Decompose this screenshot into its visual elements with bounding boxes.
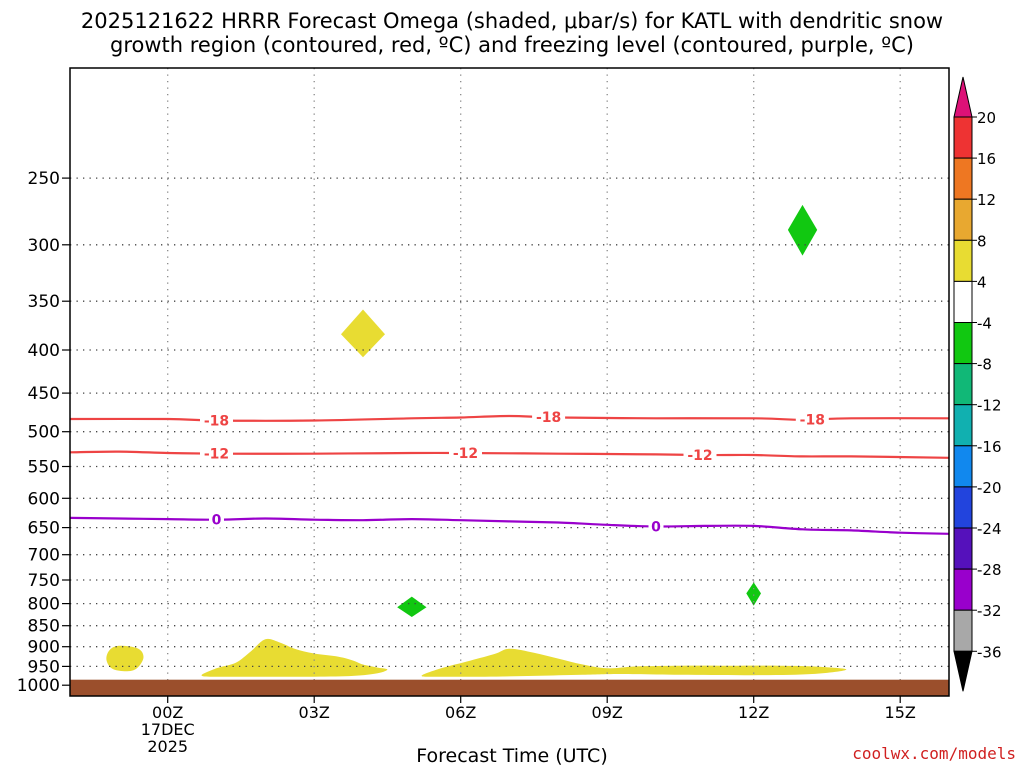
contour-label-bg <box>449 445 482 461</box>
colorbar-top-arrow <box>953 76 973 118</box>
colorbar-swatch-2 <box>953 198 973 241</box>
colorbar-bottom-arrow <box>953 650 973 692</box>
y-tick-label-650: 650 <box>28 519 60 539</box>
omega-neg-4-8-a <box>787 204 818 256</box>
contour-label-dgz-minus12-2: -12 <box>687 448 712 464</box>
contour-label-bg <box>209 511 224 528</box>
y-tick-label-400: 400 <box>28 341 60 361</box>
x-tick-label-15Z-0: 15Z <box>885 703 916 722</box>
x-tick-label-00Z-0: 00Z <box>152 703 183 722</box>
omega-neg-4-8-c <box>746 582 761 606</box>
colorbar-label-5: -4 <box>977 315 992 333</box>
chart-title-line1: 2025121622 HRRR Forecast Omega (shaded, … <box>80 9 944 33</box>
x-tick-label-00Z-2: 2025 <box>147 737 188 756</box>
colorbar-label-3: 8 <box>977 232 987 250</box>
ground-layer <box>70 679 949 696</box>
omega-pos-4-8-a <box>341 309 385 358</box>
y-tick-label-1000: 1000 <box>17 676 60 696</box>
colorbar-swatch-5 <box>953 322 973 365</box>
plot-frame <box>69 67 950 697</box>
contour-label-bg <box>200 445 233 462</box>
contour-label-bg <box>795 411 829 428</box>
omega-pos-4-8-c <box>201 638 388 677</box>
x-tick-label-06Z-0: 06Z <box>445 703 476 722</box>
omega-shading-layer <box>106 204 847 677</box>
chart-title-line2: growth region (contoured, red, ºC) and f… <box>110 33 914 57</box>
omega-pos-4-8-b <box>106 645 144 672</box>
y-tick-label-950: 950 <box>28 657 60 677</box>
contour-label-dgz-minus18-1: -18 <box>536 410 561 426</box>
colorbar-swatch-7 <box>953 404 973 447</box>
colorbar-label-12: -32 <box>977 602 1002 620</box>
colorbar-label-11: -28 <box>977 561 1002 579</box>
colorbar-swatch-3 <box>953 239 973 282</box>
y-tick-label-900: 900 <box>28 638 60 658</box>
colorbar-label-4: 4 <box>977 273 987 291</box>
colorbar-swatch-1 <box>953 157 973 200</box>
contour-dgz-minus12 <box>70 450 949 459</box>
omega-neg-4-8-b <box>397 596 427 617</box>
colorbar-label-13: -36 <box>977 643 1002 661</box>
contour-label-bg <box>683 447 717 463</box>
ground-surface <box>70 679 949 696</box>
colorbar-label-9: -20 <box>977 479 1002 497</box>
contour-label-dgz-minus18-0: -18 <box>204 414 229 430</box>
colorbar-swatch-8 <box>953 445 973 488</box>
colorbar-swatch-6 <box>953 363 973 406</box>
y-tick-label-600: 600 <box>28 489 60 509</box>
credit-text: coolwx.com/models <box>852 744 1016 763</box>
contour-label-dgz-minus12-0: -12 <box>204 447 229 463</box>
colorbar-label-1: 16 <box>977 150 996 168</box>
colorbar-label-0: 20 <box>977 109 996 127</box>
y-tick-label-500: 500 <box>28 423 60 443</box>
colorbar-label-2: 12 <box>977 191 996 209</box>
colorbar-swatch-0 <box>953 116 973 159</box>
omega-pos-4-8-d <box>421 648 847 677</box>
x-axis-title: Forecast Time (UTC) <box>416 745 608 767</box>
colorbar: 20 16 12 8 4 -4 -8 -12 -16 -20 -24 -28 -32 -36 <box>953 76 1002 692</box>
colorbar-label-8: -16 <box>977 438 1002 456</box>
x-tick-label-12Z-0: 12Z <box>738 703 769 722</box>
colorbar-swatch-10 <box>953 527 973 570</box>
colorbar-label-10: -24 <box>977 520 1002 538</box>
x-tick-label-03Z-0: 03Z <box>299 703 330 722</box>
contour-label-freezing-level-0: 0 <box>212 513 222 529</box>
colorbar-swatch-4 <box>953 280 973 323</box>
y-tick-label-300: 300 <box>28 236 60 256</box>
contour-label-dgz-minus18-2: -18 <box>800 413 825 429</box>
y-tick-label-850: 850 <box>28 617 60 637</box>
colorbar-swatch-12 <box>953 609 973 652</box>
contour-label-freezing-level-1: 0 <box>651 520 661 536</box>
colorbar-label-6: -8 <box>977 356 992 374</box>
x-tick-label-00Z-1: 17DEC <box>141 720 195 739</box>
colorbar-label-7: -12 <box>977 397 1002 415</box>
y-tick-label-750: 750 <box>28 571 60 591</box>
y-tick-label-700: 700 <box>28 546 60 566</box>
contour-label-bg <box>532 409 566 426</box>
y-tick-label-450: 450 <box>28 384 60 404</box>
contour-label-bg <box>648 518 664 535</box>
colorbar-swatch-9 <box>953 486 973 529</box>
y-tick-label-350: 350 <box>28 292 60 312</box>
y-axis: 2503003504004505005506006507007508008509… <box>17 169 70 696</box>
colorbar-swatch-11 <box>953 568 973 611</box>
contour-label-dgz-minus12-1: -12 <box>453 446 478 462</box>
contour-label-bg <box>200 412 233 429</box>
y-tick-label-550: 550 <box>28 458 60 478</box>
grid-layer <box>70 68 949 696</box>
contour-layer: -18 -18 -18 -12 -12 -12 0 0 <box>70 409 949 536</box>
contour-freezing-level <box>70 516 949 535</box>
y-tick-label-250: 250 <box>28 169 60 189</box>
x-tick-label-09Z-0: 09Z <box>592 703 623 722</box>
y-tick-label-800: 800 <box>28 595 60 615</box>
